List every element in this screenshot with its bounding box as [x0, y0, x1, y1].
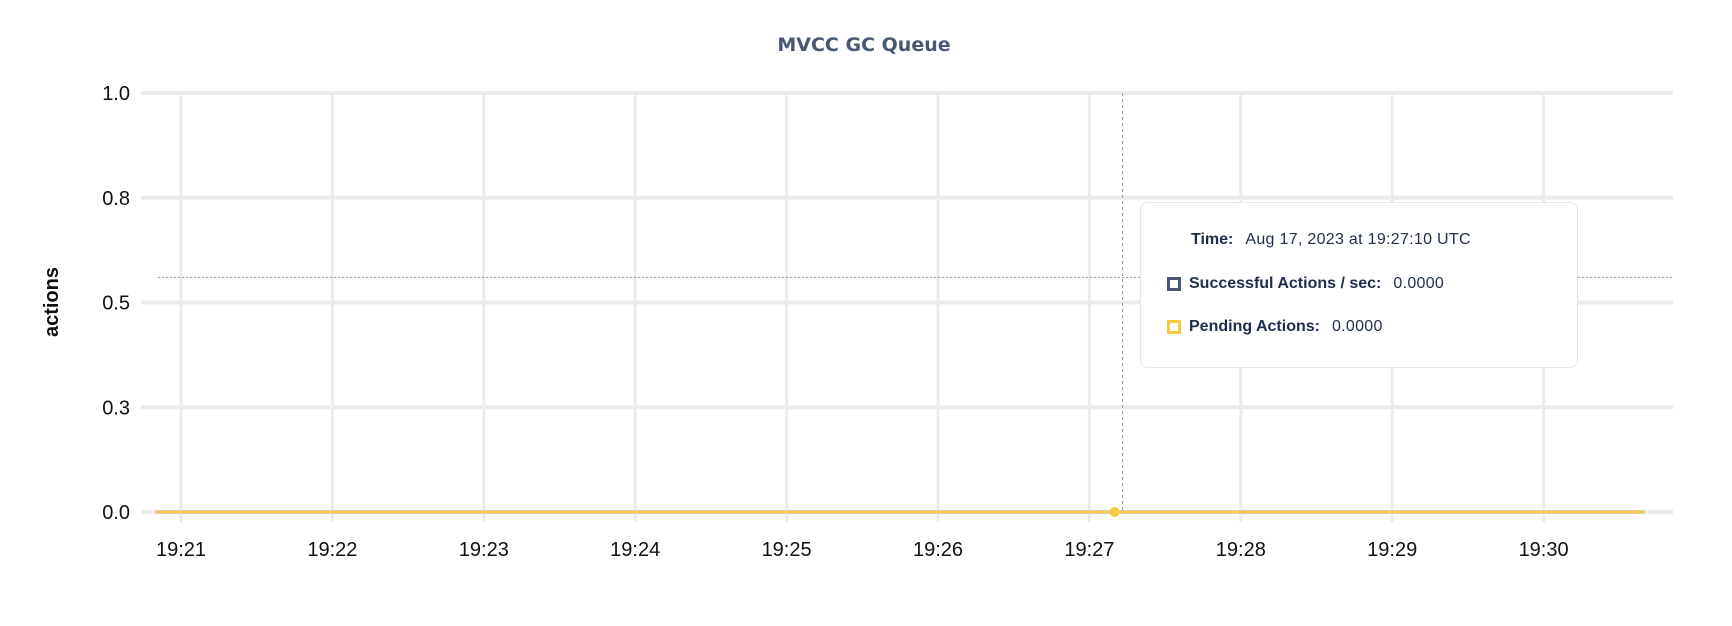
y-tick-label: 0.3: [102, 397, 130, 419]
tooltip-series-label: Successful Actions / sec:: [1189, 275, 1382, 292]
tooltip-series-value: 0.0000: [1393, 275, 1445, 292]
y-axis-label: actions: [41, 267, 63, 337]
y-axis: 0.0 0.3 0.5 0.8 1.0: [102, 83, 130, 524]
x-tick-label: 19:29: [1367, 539, 1417, 561]
y-tick-label: 1.0: [102, 83, 130, 105]
x-tick-label: 19:27: [1064, 539, 1114, 561]
tooltip-series-row: Pending Actions: 0.0000: [1167, 318, 1383, 336]
series: [155, 507, 1645, 517]
tooltip-series-row: Successful Actions / sec: 0.0000: [1167, 275, 1444, 293]
x-tick-label: 19:25: [762, 539, 812, 561]
y-tick-label: 0.5: [102, 293, 130, 315]
tooltip: Time: Aug 17, 2023 at 19:27:10 UTC Succe…: [1140, 202, 1578, 368]
x-tick-label: 19:30: [1519, 539, 1569, 561]
y-tick-label: 0.0: [102, 502, 130, 524]
tooltip-time-row: Time: Aug 17, 2023 at 19:27:10 UTC: [1191, 231, 1471, 249]
tooltip-time-label: Time:: [1191, 231, 1234, 248]
x-axis: 19:21 19:22 19:23 19:24 19:25 19:26 19:27 19:28…: [156, 539, 1569, 561]
tooltip-time-value: Aug 17, 2023 at 19:27:10 UTC: [1245, 231, 1471, 248]
x-tick-label: 19:24: [610, 539, 660, 561]
pending-swatch-icon: [1167, 320, 1181, 334]
y-tick-label: 0.8: [102, 188, 130, 210]
tooltip-series-value: 0.0000: [1331, 318, 1383, 335]
crosshair: [158, 93, 1673, 512]
x-tick-label: 19:28: [1216, 539, 1266, 561]
tooltip-series-label: Pending Actions:: [1189, 318, 1320, 335]
chart-title: MVCC GC Queue: [777, 34, 950, 56]
x-tick-label: 19:26: [913, 539, 963, 561]
x-tick-label: 19:22: [307, 539, 357, 561]
successful-swatch-icon: [1167, 277, 1181, 291]
x-tick-label: 19:23: [459, 539, 509, 561]
hover-point: [1109, 507, 1120, 517]
x-tick-label: 19:21: [156, 539, 206, 561]
